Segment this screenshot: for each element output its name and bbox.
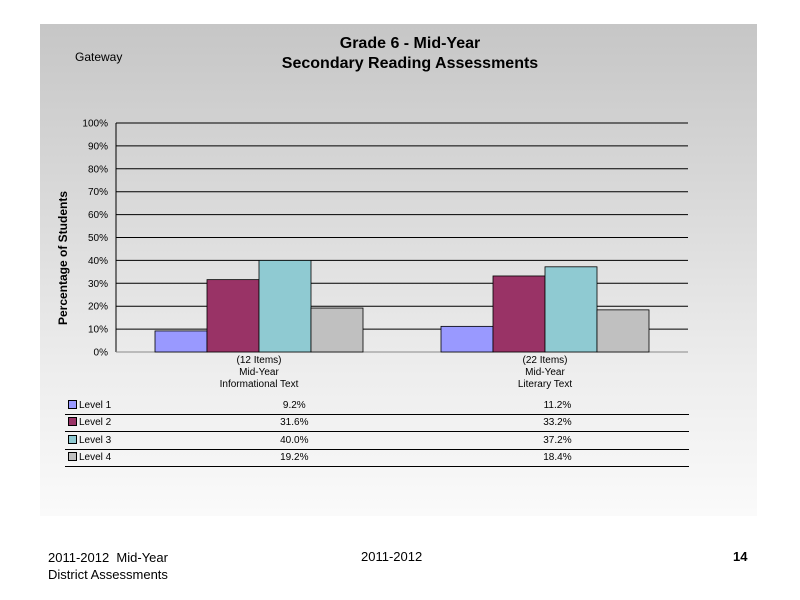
data-label: 18.4% [425, 449, 689, 467]
y-tick-label: 90% [88, 141, 108, 152]
data-table: Level 1 9.2% 11.2% Level 2 31.6% 33.2% Level 3… [65, 397, 689, 467]
legend-swatch [68, 399, 77, 409]
y-tick-label: 30% [88, 279, 108, 290]
data-label: 37.2% [425, 431, 689, 450]
x-category-label: (12 Items) [236, 355, 282, 366]
table-row: Level 3 40.0% 37.2% [65, 431, 689, 450]
footer-center: 2011-2012 [361, 549, 423, 564]
data-label: 9.2% [162, 397, 426, 415]
data-label: 31.6% [162, 414, 426, 432]
y-tick-label: 100% [82, 119, 108, 130]
y-tick-label: 60% [88, 210, 108, 221]
legend-swatch [68, 452, 77, 462]
data-label: 11.2% [425, 397, 689, 415]
bar-level-3 [258, 259, 312, 353]
y-tick-label: 40% [88, 256, 108, 267]
legend-swatch [68, 434, 77, 444]
y-tick-label: 70% [88, 187, 108, 198]
legend-entry: Level 2 [65, 414, 163, 432]
x-category-label: Informational Text [219, 379, 299, 390]
table-row: Level 1 9.2% 11.2% [65, 397, 689, 415]
bar-level-4 [596, 309, 650, 353]
chart-title: Grade 6 - Mid-Year [339, 35, 481, 52]
x-category-label: Literary Text [517, 379, 573, 390]
data-label: 33.2% [425, 414, 689, 432]
bar-level-1 [440, 325, 494, 353]
table-row: Level 2 31.6% 33.2% [65, 414, 689, 432]
x-category-label: Mid-Year [239, 367, 279, 378]
bar-level-4 [310, 307, 364, 353]
y-tick-label: 10% [88, 325, 108, 336]
legend-entry: Level 1 [65, 397, 163, 415]
school-name: Gateway [75, 50, 123, 64]
y-tick-label: 80% [88, 164, 108, 175]
bar-level-3 [544, 266, 598, 353]
x-category-label: (22 Items) [522, 355, 568, 366]
footer-left-line1: 2011-2012 Mid-Year [48, 550, 168, 565]
data-label: 19.2% [162, 449, 426, 467]
legend-entry: Level 3 [65, 431, 163, 450]
legend-swatch [68, 417, 77, 427]
bar-level-2 [206, 279, 260, 353]
table-row: Level 4 19.2% 18.4% [65, 449, 689, 467]
footer-left: 2011-2012 Mid-Year District Assessments [48, 549, 168, 583]
y-tick-label: 50% [88, 233, 108, 244]
y-tick-label: 20% [88, 302, 108, 313]
page-number: 14 [733, 549, 748, 564]
bar-level-1 [154, 330, 208, 353]
footer-left-line2: District Assessments [48, 567, 168, 582]
y-tick-label: 0% [94, 348, 109, 359]
chart-subtitle: Secondary Reading Assessments [281, 55, 539, 72]
bar-level-2 [492, 275, 546, 353]
x-category-label: Mid-Year [525, 367, 565, 378]
legend-entry: Level 4 [65, 449, 163, 467]
data-label: 40.0% [162, 431, 426, 450]
